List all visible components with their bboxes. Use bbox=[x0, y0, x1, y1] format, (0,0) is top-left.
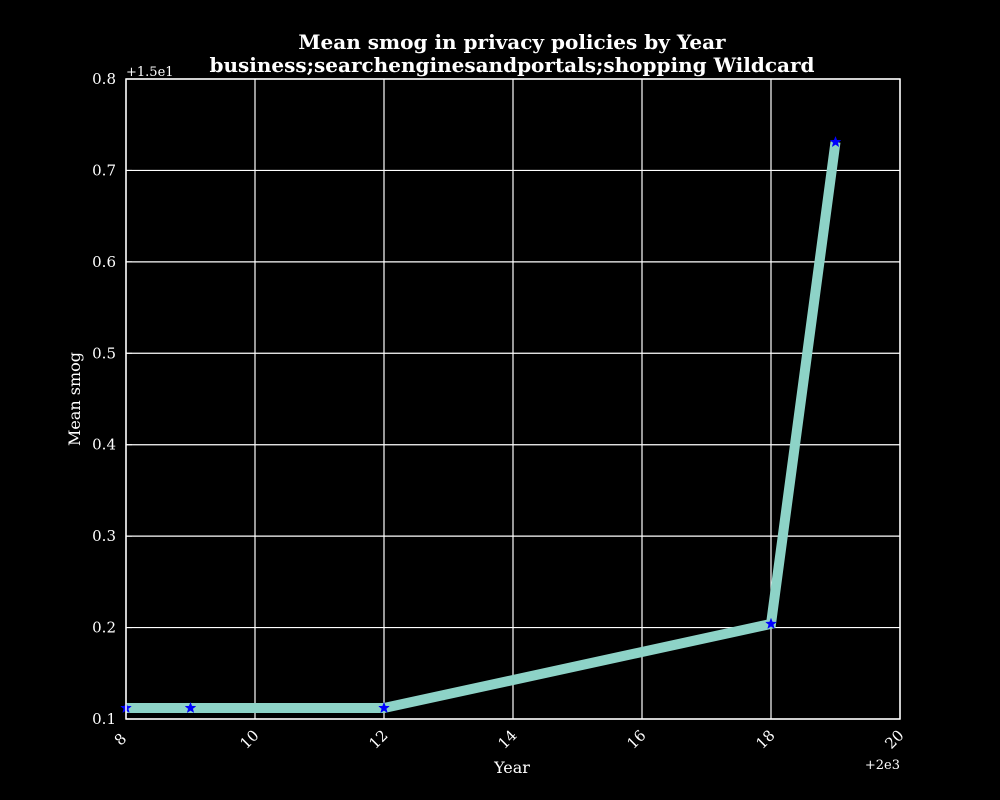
data-point-marker bbox=[378, 701, 390, 714]
y-tick-label: 0.7 bbox=[92, 161, 116, 179]
chart-title-line-2: business;searchenginesandportals;shoppin… bbox=[209, 53, 814, 77]
data-point-marker bbox=[184, 701, 197, 714]
y-tick-label: 0.2 bbox=[92, 619, 116, 637]
y-tick-label: 0.3 bbox=[92, 527, 116, 545]
y-axis-label: Mean smog bbox=[65, 352, 84, 446]
data-point-marker bbox=[765, 617, 777, 629]
y-tick-label: 0.8 bbox=[92, 70, 116, 88]
chart-title-line-1: Mean smog in privacy policies by Year bbox=[298, 30, 726, 54]
y-tick-label: 0.1 bbox=[92, 710, 116, 728]
x-axis-offset-label: +2e3 bbox=[865, 758, 900, 773]
y-axis-offset-label: +1.5e1 bbox=[126, 65, 174, 80]
y-tick-label: 0.6 bbox=[92, 253, 116, 271]
y-tick-label: 0.5 bbox=[92, 344, 116, 362]
y-tick-label: 0.4 bbox=[92, 436, 116, 454]
series-layer bbox=[120, 135, 842, 714]
data-point-marker bbox=[829, 135, 842, 148]
x-axis-label: Year bbox=[493, 758, 530, 777]
